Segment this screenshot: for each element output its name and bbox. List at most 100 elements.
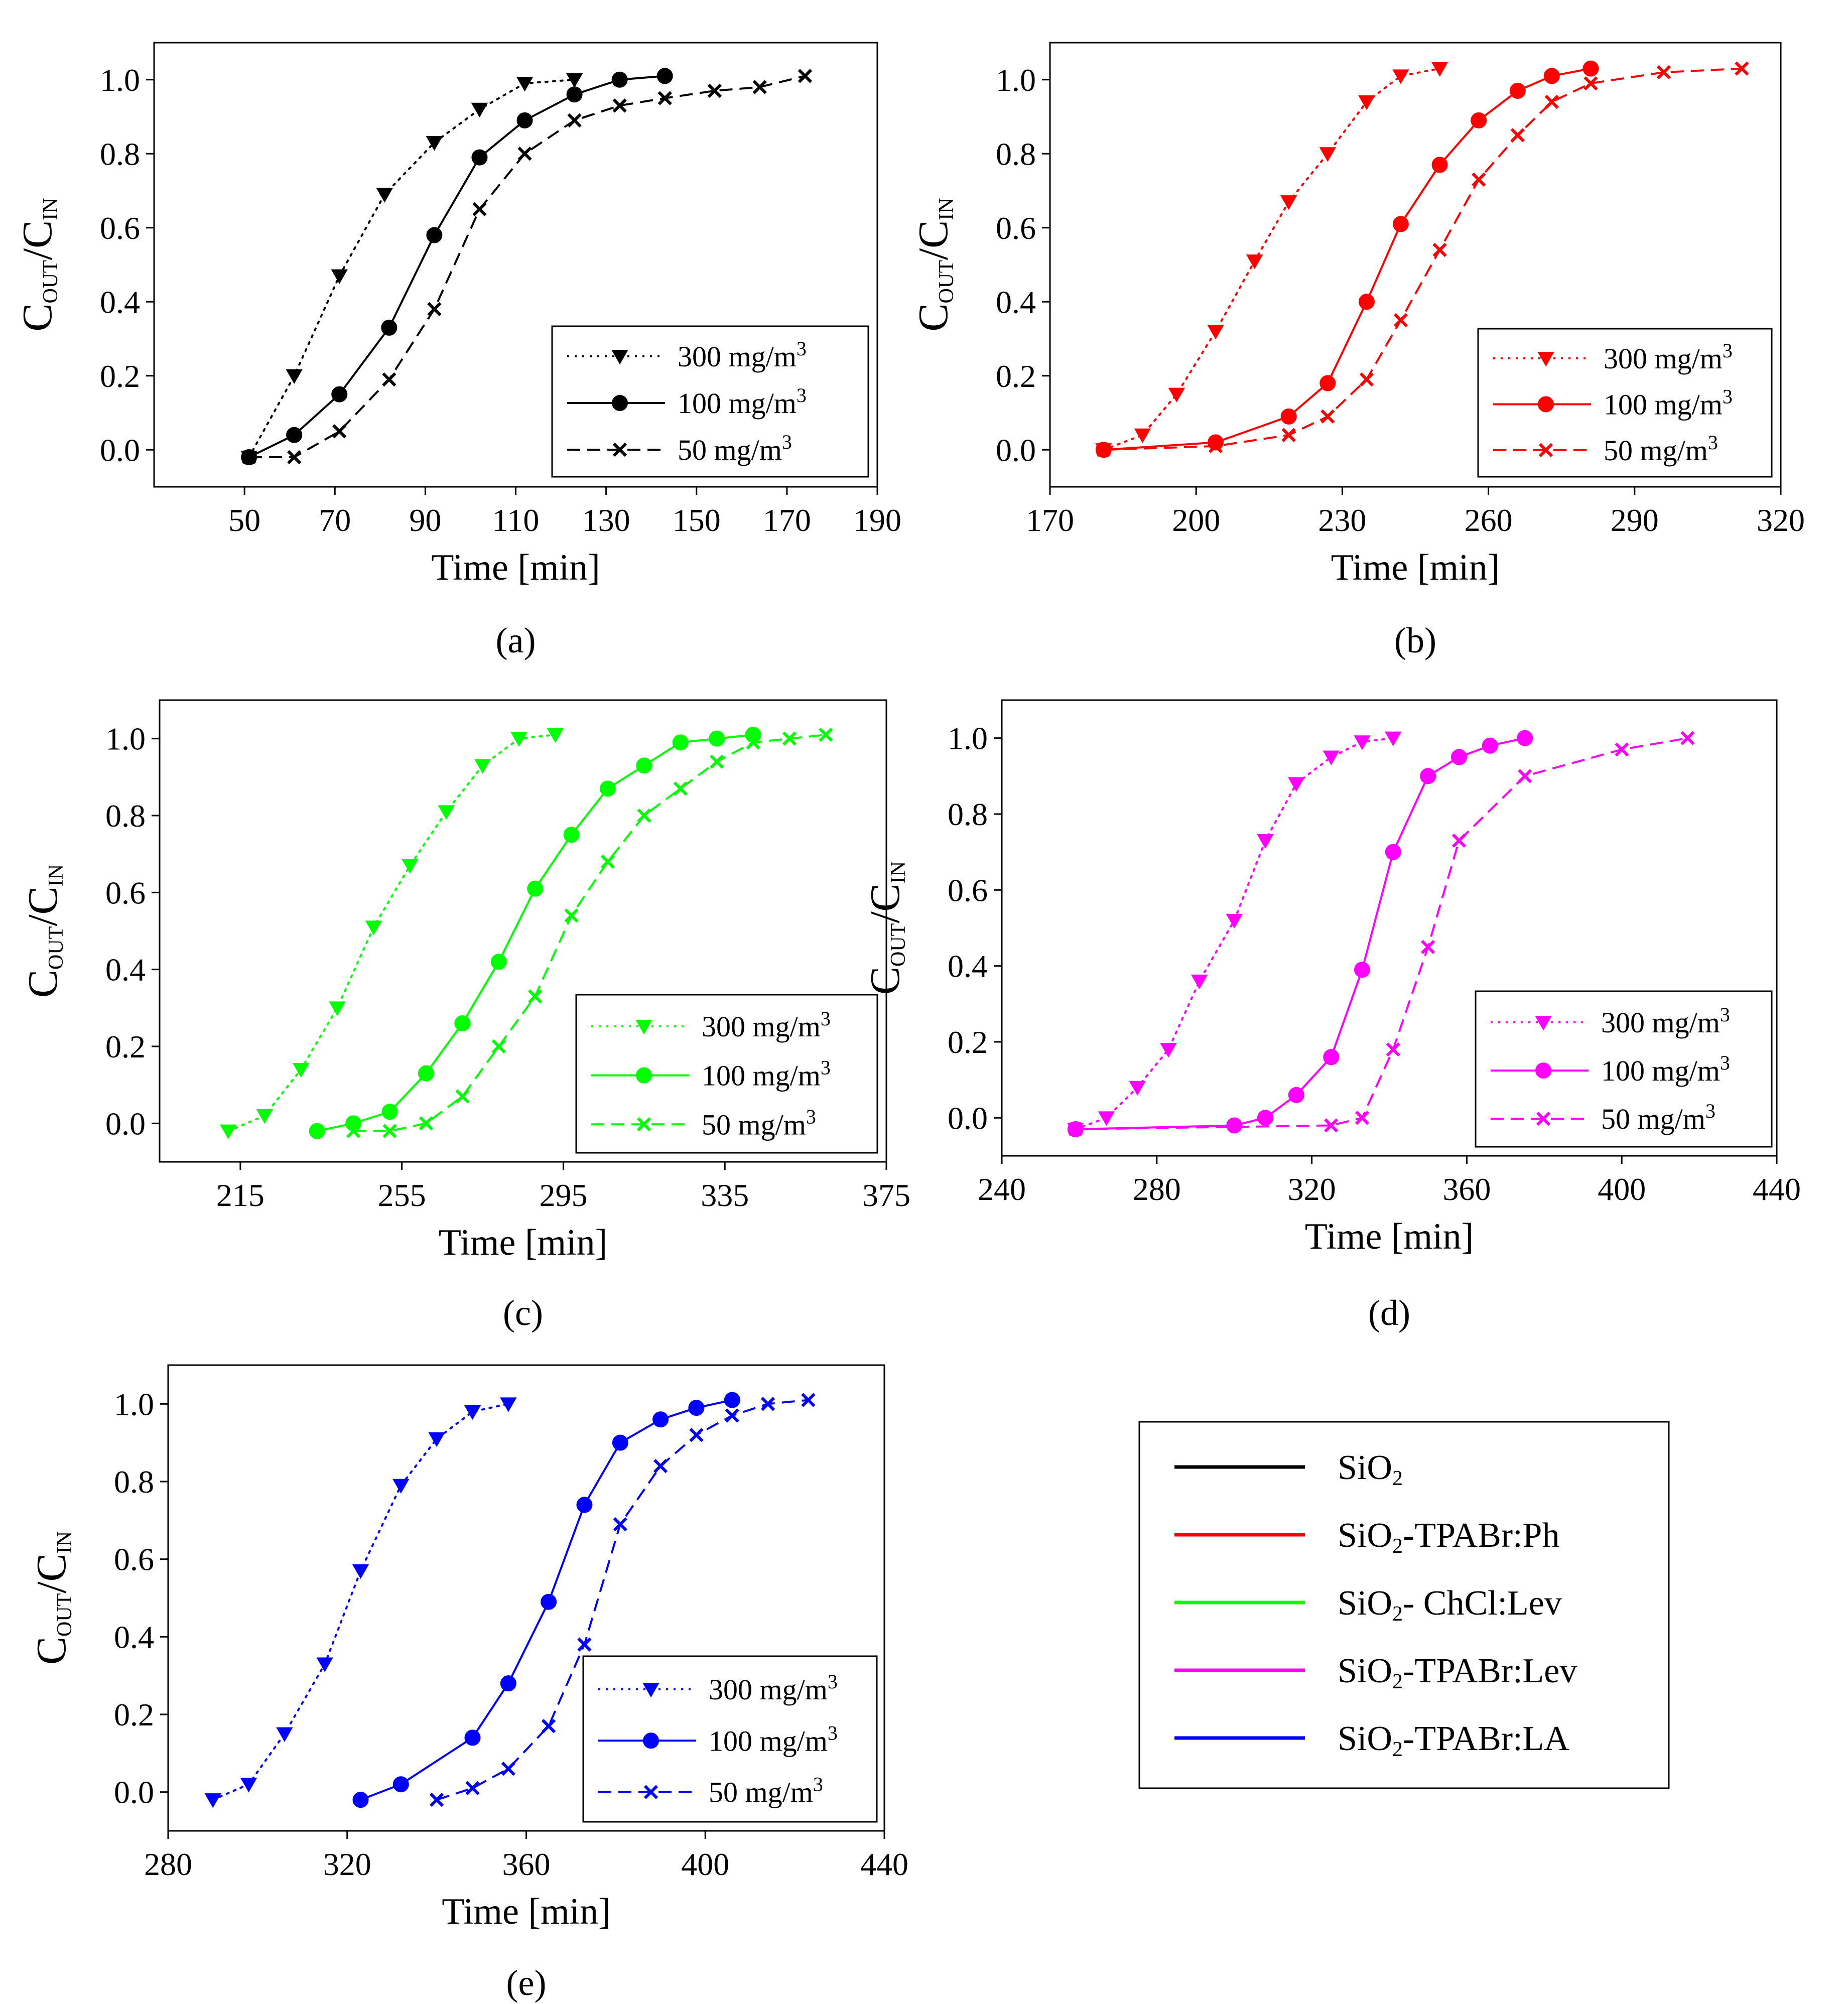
data-point xyxy=(611,71,628,88)
legend-box xyxy=(1475,990,1773,1148)
data-point xyxy=(1281,428,1296,442)
data-point xyxy=(566,86,583,103)
legend-marker xyxy=(1535,1062,1551,1079)
y-axis-label: COUT/CIN xyxy=(20,864,68,998)
legend-marker xyxy=(642,1683,659,1698)
data-point xyxy=(1358,294,1375,310)
data-point xyxy=(1432,242,1447,257)
series-line xyxy=(212,1403,509,1801)
data-point xyxy=(541,1593,557,1610)
x-tick-label: 90 xyxy=(409,502,441,538)
series-line xyxy=(227,734,557,1132)
y-tick-label: 1.0 xyxy=(100,62,140,98)
legend-label: 100 mg/m3 xyxy=(709,1721,838,1757)
data-point xyxy=(471,149,488,166)
legend-marker xyxy=(1538,396,1554,413)
legend-label: 100 mg/m3 xyxy=(702,1056,831,1092)
data-point xyxy=(801,1393,816,1407)
data-point xyxy=(1656,65,1671,80)
data-point xyxy=(1582,60,1599,77)
data-point xyxy=(1246,254,1263,270)
data-point xyxy=(276,1727,293,1742)
data-point xyxy=(1358,95,1375,110)
data-point xyxy=(1583,76,1598,91)
x-axis-label: Time [min] xyxy=(439,1222,607,1263)
series-50 xyxy=(430,1393,816,1807)
data-point xyxy=(612,1434,628,1451)
legend-marker xyxy=(612,442,627,457)
panel-label: (d) xyxy=(1368,1293,1410,1333)
data-point xyxy=(636,757,652,774)
series-line xyxy=(360,1399,733,1801)
chart-panel-0: 0.0 0.2 0.4 0.6 0.8 1.0 50 70 90 110 130 150 170 190 T… xyxy=(14,42,901,660)
material-color-key: SiO2 SiO2-TPABr:Ph SiO2- ChCl:Lev SiO2-TPAB… xyxy=(1138,1421,1670,1789)
plot-frame xyxy=(1001,699,1778,1157)
series-line xyxy=(248,78,576,458)
x-tick-label: 200 xyxy=(1172,502,1220,538)
data-point xyxy=(345,1115,362,1132)
data-point xyxy=(1280,408,1297,425)
data-point xyxy=(402,859,419,874)
legend-label: 50 mg/m3 xyxy=(678,431,792,466)
data-point xyxy=(501,1762,515,1776)
data-point xyxy=(819,727,833,742)
x-tick-label: 70 xyxy=(319,502,351,538)
y-tick-label: 1.0 xyxy=(996,62,1036,98)
legend: 300 mg/m3 100 mg/m3 50 mg/m3 xyxy=(575,994,878,1154)
series-50 xyxy=(1096,61,1749,457)
data-point xyxy=(474,759,491,774)
data-point xyxy=(1518,769,1532,783)
legend-label: 50 mg/m3 xyxy=(1604,431,1718,467)
x-tick-label: 320 xyxy=(1757,502,1805,538)
data-point xyxy=(1208,439,1223,453)
data-point xyxy=(381,319,398,336)
data-point xyxy=(576,1497,593,1513)
data-point xyxy=(577,1637,592,1652)
data-point xyxy=(1450,749,1467,765)
y-tick-label: 0.8 xyxy=(100,136,140,172)
y-tick-label: 1.0 xyxy=(948,721,988,756)
data-point xyxy=(1168,387,1185,403)
x-tick-label: 280 xyxy=(144,1846,192,1882)
data-point xyxy=(1451,833,1467,848)
data-point xyxy=(1386,1042,1400,1057)
legend-label: 100 mg/m3 xyxy=(1604,385,1733,421)
y-tick-label: 0.2 xyxy=(996,358,1036,394)
data-point xyxy=(1385,844,1401,860)
x-tick-label: 230 xyxy=(1318,502,1366,538)
series-100 xyxy=(1067,730,1533,1138)
data-point xyxy=(1323,1049,1340,1065)
y-tick-label: 0.6 xyxy=(100,210,140,246)
y-tick-label: 0.6 xyxy=(114,1542,154,1577)
y-tick-label: 0.8 xyxy=(105,798,146,834)
data-point xyxy=(1207,325,1224,340)
data-point xyxy=(381,1104,398,1120)
chart-panel-2: 0.0 0.2 0.4 0.6 0.8 1.0 215 255 295 335 375 Time [m… xyxy=(20,699,910,1333)
data-point xyxy=(428,1432,445,1447)
data-point xyxy=(672,734,689,751)
data-point xyxy=(382,1124,397,1138)
x-tick-label: 215 xyxy=(216,1177,265,1213)
data-point xyxy=(1420,768,1436,784)
data-point xyxy=(1392,69,1409,84)
data-point xyxy=(1068,1122,1083,1137)
data-point xyxy=(1431,157,1448,173)
data-point xyxy=(1280,195,1297,210)
series-line xyxy=(248,75,665,458)
data-point xyxy=(376,188,393,203)
y-axis-label: COUT/CIN xyxy=(910,198,958,331)
data-point xyxy=(454,1015,471,1031)
series-300 xyxy=(1095,62,1448,458)
series-line xyxy=(1102,67,1441,451)
data-point xyxy=(1472,172,1486,187)
y-tick-label: 0.4 xyxy=(114,1619,154,1655)
data-point xyxy=(527,880,544,897)
series-50 xyxy=(346,727,833,1138)
data-point xyxy=(287,450,302,465)
data-point xyxy=(613,1517,627,1532)
plot-frame xyxy=(1049,42,1782,488)
data-point xyxy=(292,1063,310,1078)
data-point xyxy=(612,98,627,113)
data-point xyxy=(500,1675,516,1692)
legend-label: 100 mg/m3 xyxy=(678,384,807,420)
